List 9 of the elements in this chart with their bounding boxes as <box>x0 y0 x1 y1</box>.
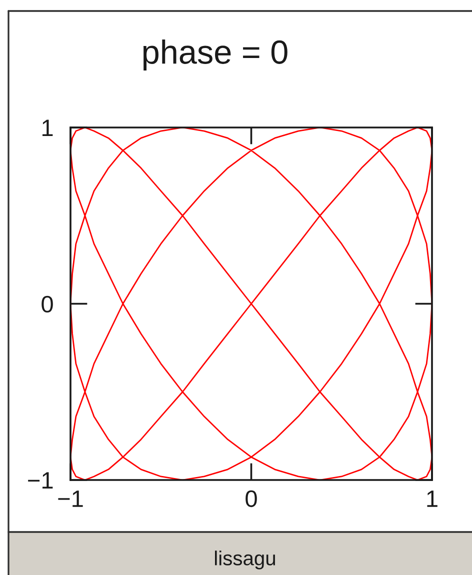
text: lissagu <box>215 550 276 570</box>
y-tick-label: 0 <box>42 296 53 313</box>
line-series <box>70 128 432 480</box>
chart-title: phase = 0 <box>143 39 288 71</box>
x-tick-label: 1 <box>427 490 438 507</box>
y-tick-label: 1 <box>42 120 53 136</box>
y-tick-label: −1 <box>28 472 53 489</box>
x-tick-label: 0 <box>246 490 257 508</box>
x-tick-label: −1 <box>58 490 83 507</box>
